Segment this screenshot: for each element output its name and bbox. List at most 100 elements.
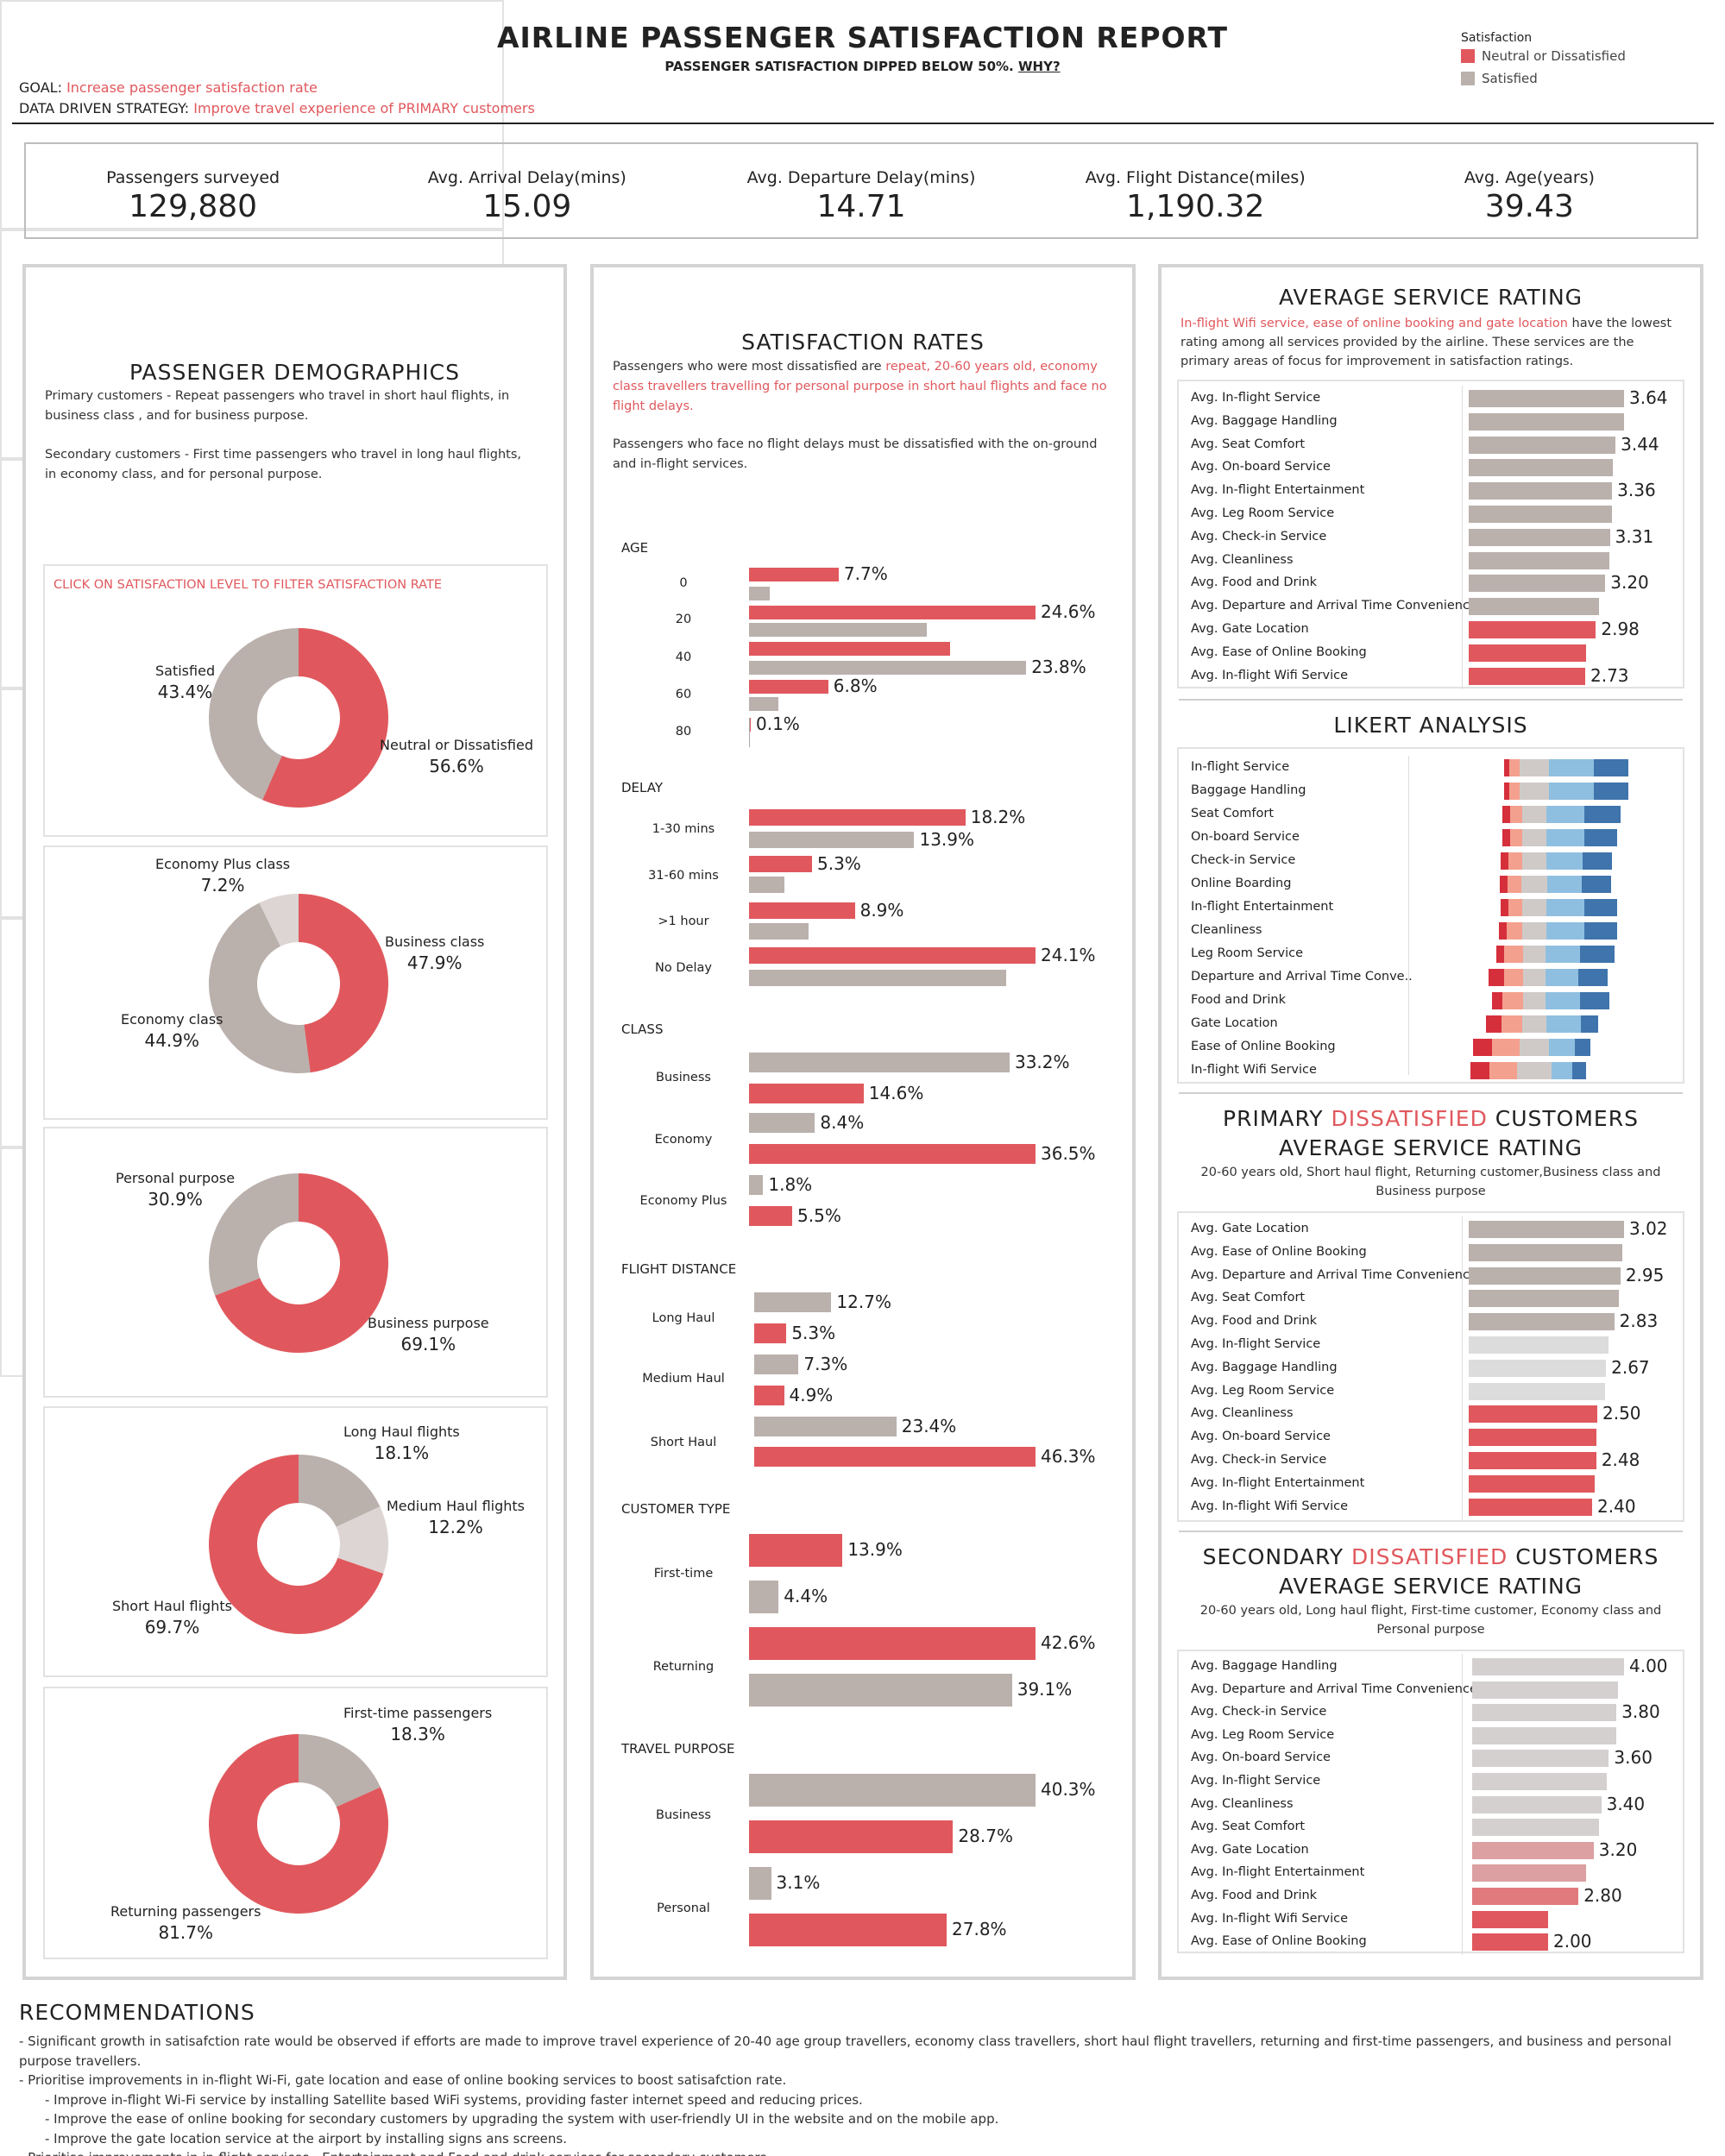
likert-segment [1509, 783, 1520, 800]
haul-donut-label-value: 12.2% [428, 1517, 483, 1537]
secondary-dissatisfied-rating-bar [1472, 1750, 1609, 1768]
likert-segment [1546, 969, 1578, 986]
delay-bar-label: 5.3% [817, 852, 861, 874]
travel-purpose-bar-label: 3.1% [776, 1872, 821, 1893]
likert-segment [1470, 1062, 1489, 1079]
class-donut-label: Economy Plus class 7.2% [155, 854, 290, 896]
average-service-rating-bar-label: 3.31 [1615, 525, 1654, 547]
travel-purpose-category-label: Business [656, 1808, 711, 1822]
likert-segment [1584, 899, 1617, 916]
likert-segment [1502, 829, 1510, 846]
age-bar-label: 0.1% [756, 713, 800, 734]
why-link[interactable]: WHY? [1017, 59, 1061, 74]
recommendation-line: - Prioritise improvements in in-flight s… [19, 2148, 1725, 2156]
likert-segment [1489, 1062, 1517, 1079]
primary-dissatisfied-rating-category-label: Avg. Baggage Handling [1191, 1360, 1338, 1374]
legend-item-dissatisfied[interactable]: Neutral or Dissatisfied [1461, 48, 1626, 64]
recommendation-line: - Improve the gate location service at t… [45, 2130, 568, 2147]
class-category-label: Economy [654, 1133, 713, 1147]
primary-dissatisfied-rating-bar [1469, 1267, 1621, 1285]
average-service-rating-divider [1462, 385, 1463, 689]
primary-dissatisfied-rating-bar [1469, 1498, 1593, 1516]
secondary-dissatisfied-rating-category-label: Avg. Check-in Service [1191, 1705, 1327, 1719]
primary-dissatisfied-rating-bar-label: 2.50 [1602, 1403, 1641, 1424]
customer-type-bar-label: 13.9% [847, 1539, 903, 1560]
travel-purpose-bar-label: 40.3% [1041, 1779, 1096, 1800]
average-service-rating-category-label: Avg. Gate Location [1191, 622, 1309, 636]
customer-donut-label-text: Returning passengers [110, 1903, 261, 1920]
age-bar [749, 587, 771, 600]
customer-donut-label-value: 81.7% [158, 1922, 213, 1943]
likert-category-label: Leg Room Service [1191, 946, 1304, 960]
secondary-dissatisfied-rating-category-label: Avg. Food and Drink [1191, 1889, 1318, 1902]
flight-distance-bar [754, 1386, 784, 1405]
age-bar-label: 24.6% [1041, 601, 1096, 622]
likert-segment [1486, 1015, 1502, 1033]
likert-segment [1546, 806, 1584, 823]
likert-segment [1552, 1062, 1572, 1079]
haul-donut-label-text: Short Haul flights [112, 1598, 232, 1614]
secondary-dissatisfied-rating-bar [1472, 1681, 1619, 1699]
secondary-title: SECONDARY DISSATISFIED CUSTOMERS [1202, 1544, 1659, 1569]
legend: Satisfaction Neutral or Dissatisfied Sat… [1461, 31, 1626, 93]
haul-donut-label-text: Long Haul flights [343, 1424, 460, 1440]
likert-segment [1546, 829, 1584, 846]
customer-donut-label-value: 18.3% [390, 1724, 445, 1744]
haul-donut-label: Short Haul flights 69.7% [112, 1596, 232, 1637]
haul-donut-label-text: Medium Haul flights [387, 1498, 525, 1514]
average-service-rating-bar [1469, 390, 1624, 407]
demographics-title: PASSENGER DEMOGRAPHICS [129, 360, 460, 385]
age-bar [749, 661, 1027, 675]
class-donut-label-text: Economy class [121, 1011, 223, 1028]
class-title: CLASS [621, 1021, 664, 1037]
customer-type-bar [749, 1534, 843, 1567]
likert-segment [1546, 1015, 1581, 1033]
average-service-rating-bar [1469, 412, 1624, 431]
customer-type-bar-label: 39.1% [1017, 1679, 1073, 1700]
likert-segment [1522, 899, 1546, 916]
purpose-donut-label: Personal purpose 30.9% [116, 1168, 235, 1210]
secondary-dissatisfied-rating-bar [1472, 1704, 1617, 1722]
likert-segment [1582, 876, 1611, 893]
likert-segment [1520, 1039, 1549, 1056]
primary-dissatisfied-rating-category-label: Avg. Departure and Arrival Time Convenie… [1191, 1267, 1477, 1282]
age-bar [749, 642, 951, 656]
haul-donut-label: Medium Haul flights 12.2% [387, 1496, 525, 1537]
secondary-dissatisfied-rating-category-label: Avg. On-board Service [1191, 1751, 1331, 1765]
primary-dissatisfied-rating-category-label: Avg. Leg Room Service [1191, 1383, 1335, 1398]
class-bar [749, 1084, 864, 1103]
likert-title: LIKERT ANALYSIS [1333, 713, 1528, 738]
primary-dissatisfied-rating-category-label: Avg. Seat Comfort [1191, 1291, 1306, 1305]
flight-distance-bar [754, 1323, 787, 1343]
delay-category-label: 31-60 mins [648, 869, 719, 883]
age-category-label: 0 [679, 576, 688, 590]
class-bar-label: 5.5% [797, 1204, 841, 1226]
flight-distance-category-label: Long Haul [652, 1311, 715, 1325]
flight-distance-bar [754, 1292, 832, 1312]
average-service-rating-category-label: Avg. Departure and Arrival Time Convenie… [1191, 599, 1477, 613]
likert-segment [1547, 876, 1582, 893]
primary-title: PRIMARY DISSATISFIED CUSTOMERS [1223, 1106, 1639, 1131]
likert-segment [1510, 806, 1522, 823]
age-category-label: 80 [675, 725, 692, 739]
secondary-dissatisfied-rating-bar-label: 3.60 [1614, 1747, 1653, 1769]
satisfaction-desc: Passengers who were most dissatisfied ar… [613, 360, 1107, 413]
likert-segment [1499, 922, 1507, 940]
primary-dissatisfied-rating-bar [1469, 1290, 1620, 1308]
secondary-dissatisfied-rating-bar-label: 3.40 [1606, 1793, 1646, 1814]
likert-segment [1584, 806, 1621, 823]
purpose-donut-label: Business purpose 69.1% [368, 1313, 489, 1355]
legend-item-satisfied[interactable]: Satisfied [1461, 71, 1626, 86]
likert-segment [1549, 759, 1594, 776]
likert-segment [1575, 1039, 1590, 1056]
secondary-dissatisfied-rating-category-label: Avg. In-flight Wifi Service [1191, 1911, 1349, 1926]
flight-distance-bar-label: 12.7% [836, 1291, 891, 1312]
primary-dissatisfied-rating-bar-label: 2.48 [1601, 1449, 1640, 1470]
average-service-rating-bar [1469, 482, 1613, 500]
primary-dissatisfied-rating-bar [1469, 1243, 1622, 1261]
travel-purpose-bar [749, 1867, 771, 1900]
customer-donut-label: First-time passengers 18.3% [343, 1703, 492, 1744]
haul-donut-label-value: 69.7% [144, 1617, 200, 1637]
class-category-label: Economy Plus [639, 1194, 727, 1208]
likert-category-label: In-flight Entertainment [1191, 900, 1334, 914]
